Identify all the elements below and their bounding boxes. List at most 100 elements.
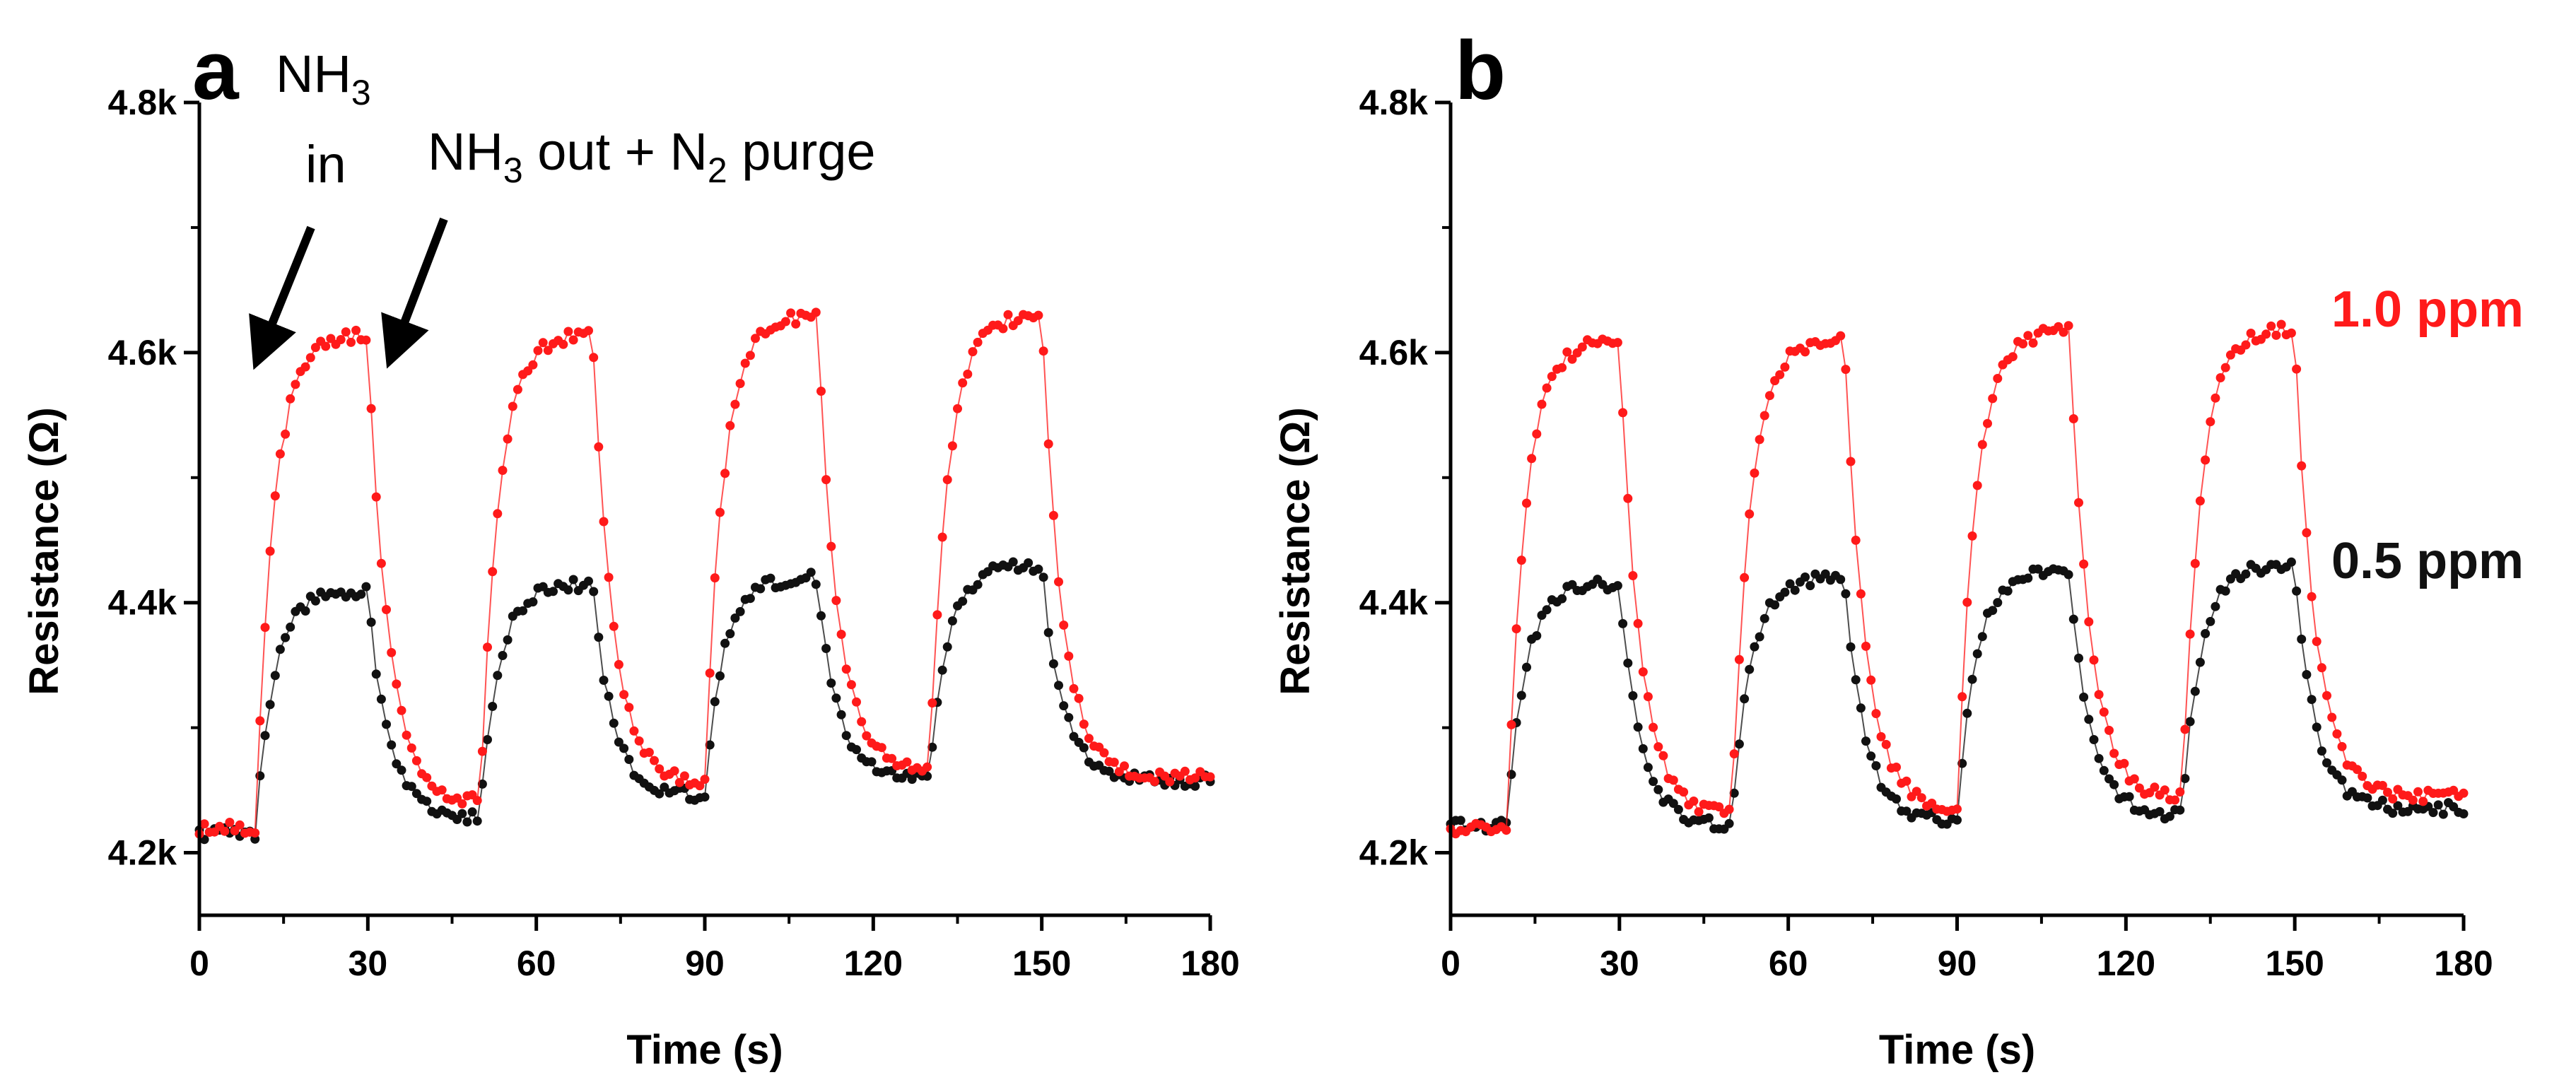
data-point xyxy=(1993,598,2003,608)
data-point xyxy=(1120,761,1129,771)
data-point xyxy=(756,584,766,594)
data-point xyxy=(1734,654,1744,664)
data-point xyxy=(1532,429,1542,439)
data-point xyxy=(1760,411,1769,421)
data-point xyxy=(816,387,826,396)
data-point xyxy=(2322,691,2331,700)
data-point xyxy=(1977,440,1987,450)
series-line-b-10ppm xyxy=(1450,322,2464,835)
data-point xyxy=(1770,600,1780,610)
data-point xyxy=(488,567,498,577)
data-point xyxy=(1048,659,1058,669)
data-point xyxy=(1983,418,1992,428)
data-point xyxy=(1881,739,1891,749)
data-point xyxy=(2109,780,2119,789)
data-point xyxy=(735,379,745,389)
data-point xyxy=(614,737,623,747)
data-point xyxy=(300,606,310,616)
data-point xyxy=(1649,777,1658,787)
data-point xyxy=(260,623,270,633)
x-tick-label-b: 30 xyxy=(1600,944,1639,983)
data-point xyxy=(2307,695,2317,705)
data-point xyxy=(406,782,416,792)
data-point xyxy=(644,748,654,757)
data-point xyxy=(831,693,841,703)
data-point xyxy=(2312,722,2322,732)
data-point xyxy=(2028,338,2038,348)
data-point xyxy=(1577,342,1587,352)
data-point xyxy=(857,717,867,727)
data-point xyxy=(1851,535,1861,545)
data-point xyxy=(1861,641,1870,651)
data-point xyxy=(2165,811,2174,821)
data-point xyxy=(1532,631,1542,640)
data-point xyxy=(1180,766,1190,776)
data-point xyxy=(1729,749,1739,759)
data-point xyxy=(1805,581,1815,591)
data-point xyxy=(2297,634,2307,644)
data-point xyxy=(594,633,604,642)
data-point xyxy=(503,434,513,444)
data-point xyxy=(503,635,513,645)
data-point xyxy=(1836,575,1846,584)
data-point xyxy=(629,726,639,736)
data-point xyxy=(387,740,397,750)
series-line-a-10ppm xyxy=(199,310,1211,835)
data-point xyxy=(1618,618,1628,628)
data-point xyxy=(841,664,851,674)
data-point xyxy=(852,697,861,707)
data-point xyxy=(2074,653,2083,663)
data-point xyxy=(437,785,447,795)
data-point xyxy=(2059,327,2068,337)
data-point xyxy=(270,671,280,681)
data-point xyxy=(1633,722,1643,732)
data-point xyxy=(1861,736,1870,746)
data-point xyxy=(1064,712,1074,722)
data-point xyxy=(1043,628,1053,637)
data-point xyxy=(1866,675,1876,685)
data-point xyxy=(508,401,517,411)
data-point xyxy=(655,789,665,799)
data-point xyxy=(846,680,856,690)
data-point xyxy=(1038,346,1048,356)
data-point xyxy=(225,818,235,827)
data-point xyxy=(2459,809,2469,818)
x-tick-label-b: 60 xyxy=(1769,944,1808,983)
data-point xyxy=(1856,703,1866,713)
data-point xyxy=(286,622,295,632)
data-point xyxy=(1729,788,1739,798)
data-point xyxy=(1618,408,1628,418)
data-point xyxy=(1841,589,1851,599)
data-point xyxy=(1801,572,1810,582)
plot-b-axes: 0 30 60 90 120 150 180 4.2k 4.4k 4.6k 4.8k Time (s)… xyxy=(1272,83,2493,1073)
data-point xyxy=(1962,708,1972,718)
data-point xyxy=(1165,777,1175,787)
data-point xyxy=(1916,793,1926,803)
x-tick-label-a: 120 xyxy=(844,944,903,983)
data-point xyxy=(2099,707,2109,717)
data-point xyxy=(371,669,381,679)
data-point xyxy=(275,449,285,459)
data-point xyxy=(1775,370,1785,380)
data-point xyxy=(2261,329,2271,339)
data-point xyxy=(1527,454,1537,464)
data-point xyxy=(745,594,755,604)
data-point xyxy=(2388,794,2398,804)
data-point xyxy=(730,399,740,409)
y-tick-label-b: 4.8k xyxy=(1359,83,1429,122)
data-point xyxy=(2094,690,2104,700)
data-point xyxy=(2312,637,2322,647)
data-point xyxy=(1054,577,1063,587)
data-point xyxy=(700,792,710,802)
data-point xyxy=(281,429,291,439)
data-point xyxy=(549,587,558,597)
data-point xyxy=(361,335,371,345)
data-point xyxy=(2170,795,2180,805)
data-point xyxy=(1856,589,1866,599)
data-point xyxy=(2079,559,2089,569)
data-point xyxy=(286,394,295,404)
data-point xyxy=(2063,321,2073,331)
data-point xyxy=(791,319,801,329)
data-point xyxy=(2206,417,2215,427)
data-point xyxy=(2241,340,2251,350)
